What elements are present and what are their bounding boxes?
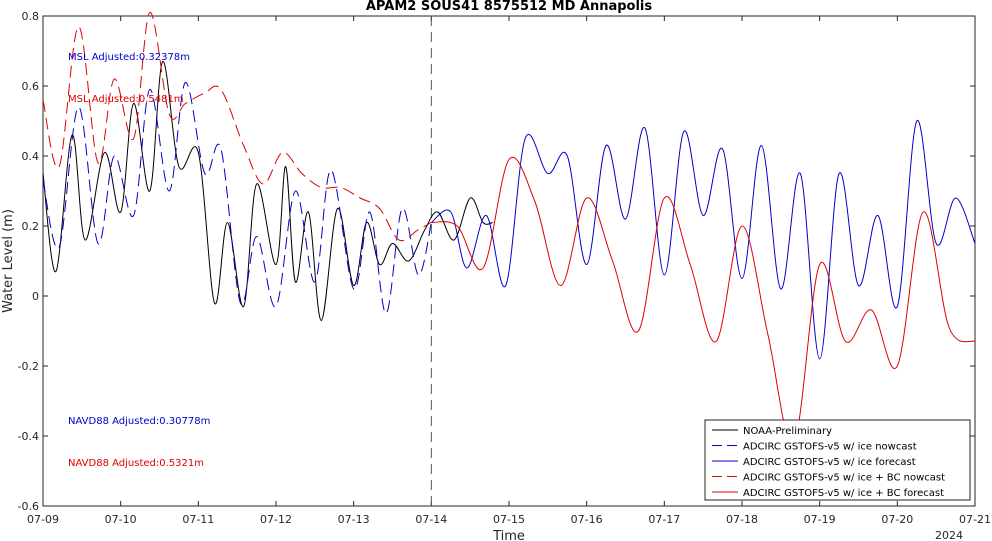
legend-label-3: ADCIRC GSTOFS-v5 w/ ice + BC nowcast xyxy=(743,473,945,484)
y-tick-label: -0.4 xyxy=(18,430,39,443)
annotation-text: NAVD88 Adjusted:0.5321m xyxy=(68,458,204,469)
x-tick-label: 07-17 xyxy=(648,513,680,526)
y-tick-label: -0.2 xyxy=(18,360,39,373)
x-tick-label: 07-20 xyxy=(881,513,913,526)
legend-label-0: NOAA-Preliminary xyxy=(743,426,832,437)
annotation-text: NAVD88 Adjusted:0.30778m xyxy=(68,416,210,427)
legend-box xyxy=(704,419,971,501)
x-tick-label: 07-10 xyxy=(105,513,137,526)
y-tick-label: 0 xyxy=(32,290,39,303)
y-tick-label: 0.4 xyxy=(22,150,40,163)
legend: NOAA-Preliminary ADCIRC GSTOFS-v5 w/ ice … xyxy=(704,419,971,501)
series-line-3 xyxy=(42,11,432,242)
series-line-1 xyxy=(42,81,432,315)
plot-area: -0.6 -0.4 -0.2 0 0.2 0.4 0.6 0.8 07-09 07-10 07-1… xyxy=(18,10,991,526)
y-tick-label: 0.6 xyxy=(22,80,40,93)
x-tick-label: 07-21 xyxy=(959,513,991,526)
y-tick-label: -0.6 xyxy=(18,500,39,513)
legend-label-1: ADCIRC GSTOFS-v5 w/ ice nowcast xyxy=(743,442,917,453)
x-tick-label: 07-18 xyxy=(726,513,758,526)
x-tick-label: 07-11 xyxy=(182,513,214,526)
x-tick-label: 07-15 xyxy=(493,513,525,526)
annotation-text: MSL Adjusted:0.5481m xyxy=(68,94,184,105)
y-axis-label: Water Level (m) xyxy=(1,209,16,313)
y-axis: -0.6 -0.4 -0.2 0 0.2 0.4 0.6 0.8 xyxy=(18,10,975,513)
legend-label-2: ADCIRC GSTOFS-v5 w/ ice forecast xyxy=(743,457,916,468)
year-label: 2024 xyxy=(935,529,963,541)
y-tick-label: 0.2 xyxy=(22,220,40,233)
x-tick-label: 07-09 xyxy=(27,513,59,526)
legend-label-4: ADCIRC GSTOFS-v5 w/ ice + BC forecast xyxy=(743,488,944,499)
annotation-layer: MSL Adjusted:0.32378m MSL Adjusted:0.5481… xyxy=(68,52,210,469)
x-axis: 07-09 07-10 07-11 07-12 07-13 07-14 07-15 07-16… xyxy=(27,16,991,526)
x-tick-label: 07-13 xyxy=(338,513,370,526)
x-tick-label: 07-16 xyxy=(571,513,603,526)
x-tick-label: 07-14 xyxy=(415,513,447,526)
x-tick-label: 07-12 xyxy=(260,513,292,526)
chart-title: APAM2 SOUS41 8575512 MD Annapolis xyxy=(366,0,653,14)
y-tick-label: 0.8 xyxy=(22,10,40,23)
series-line-2 xyxy=(430,120,976,360)
series-line-4 xyxy=(431,156,976,445)
x-axis-label: Time xyxy=(492,529,525,541)
annotation-text: MSL Adjusted:0.32378m xyxy=(68,52,190,63)
x-tick-label: 07-19 xyxy=(804,513,836,526)
